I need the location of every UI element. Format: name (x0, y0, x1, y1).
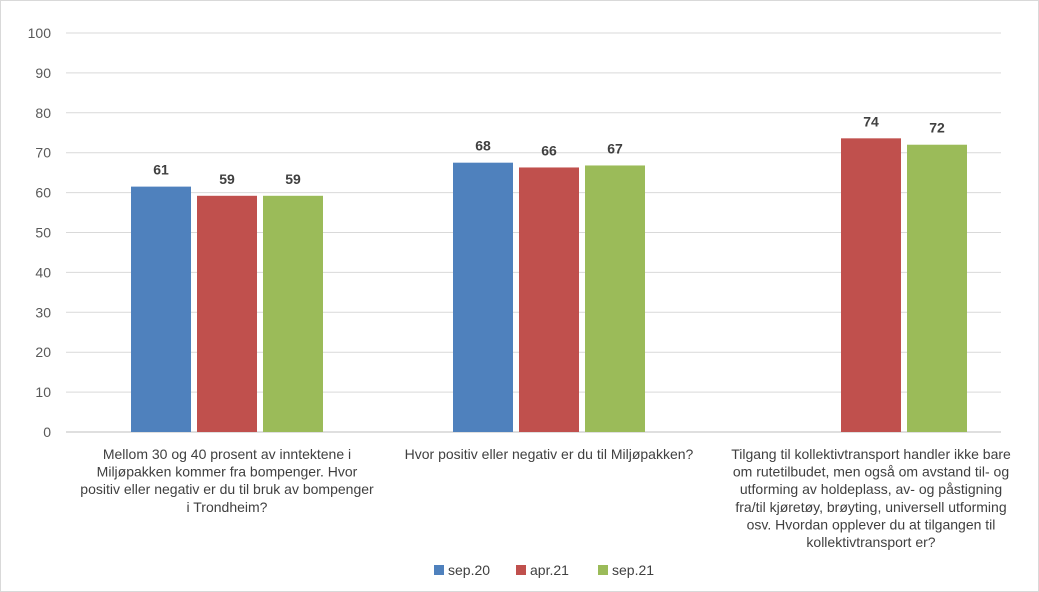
y-tick-label: 20 (35, 344, 51, 360)
y-tick-label: 50 (35, 225, 51, 241)
legend-swatch (598, 565, 608, 575)
bar (131, 186, 191, 432)
category-label: Tilgang til kollektivtransport handler i… (731, 446, 1011, 550)
category-label-line: Hvor positiv eller negativ er du til Mil… (405, 446, 694, 462)
bar (197, 195, 257, 432)
category-label-line: i Trondheim? (187, 499, 268, 515)
category-label-line: positiv eller negativ er du til bruk av … (80, 481, 374, 497)
category-label-line: utforming av holdeplass, av- og påstigni… (740, 481, 1002, 497)
legend-label: sep.20 (448, 562, 490, 578)
y-tick-label: 100 (28, 25, 52, 41)
data-label: 74 (863, 113, 879, 129)
category-label-line: fra/til kjøretøy, brøyting, universell u… (735, 499, 1006, 515)
y-tick-label: 60 (35, 185, 51, 201)
data-label: 68 (475, 138, 491, 154)
data-label: 59 (219, 171, 235, 187)
bar (263, 195, 323, 432)
y-tick-label: 90 (35, 65, 51, 81)
bar (453, 162, 513, 433)
category-label-line: om rutetilbudet, men også om avstand til… (733, 464, 1009, 480)
bar (841, 138, 901, 432)
legend-swatch (434, 565, 444, 575)
y-tick-label: 80 (35, 105, 51, 121)
category-label-line: kollektivtransport er? (806, 534, 935, 550)
category-label-line: Miljøpakken kommer fra bompenger. Hvor (97, 464, 358, 480)
y-tick-label: 30 (35, 304, 51, 320)
legend-label: sep.21 (612, 562, 654, 578)
bar (519, 167, 579, 432)
data-label: 67 (607, 140, 623, 156)
legend-swatch (516, 565, 526, 575)
category-label-line: Mellom 30 og 40 prosent av inntektene i (103, 446, 351, 462)
bar (907, 144, 967, 432)
data-label: 61 (153, 162, 169, 178)
category-label: Hvor positiv eller negativ er du til Mil… (405, 446, 694, 462)
category-label-line: osv. Hvordan opplever du at tilgangen ti… (747, 516, 996, 532)
bar (585, 165, 645, 432)
y-tick-label: 10 (35, 384, 51, 400)
y-tick-label: 40 (35, 264, 51, 280)
category-label-line: Tilgang til kollektivtransport handler i… (731, 446, 1011, 462)
data-label: 66 (541, 142, 557, 158)
data-label: 72 (929, 120, 945, 136)
y-tick-label: 0 (43, 424, 51, 440)
data-label: 59 (285, 171, 301, 187)
y-tick-label: 70 (35, 145, 51, 161)
category-label: Mellom 30 og 40 prosent av inntektene i M… (80, 446, 374, 515)
legend-label: apr.21 (530, 562, 569, 578)
